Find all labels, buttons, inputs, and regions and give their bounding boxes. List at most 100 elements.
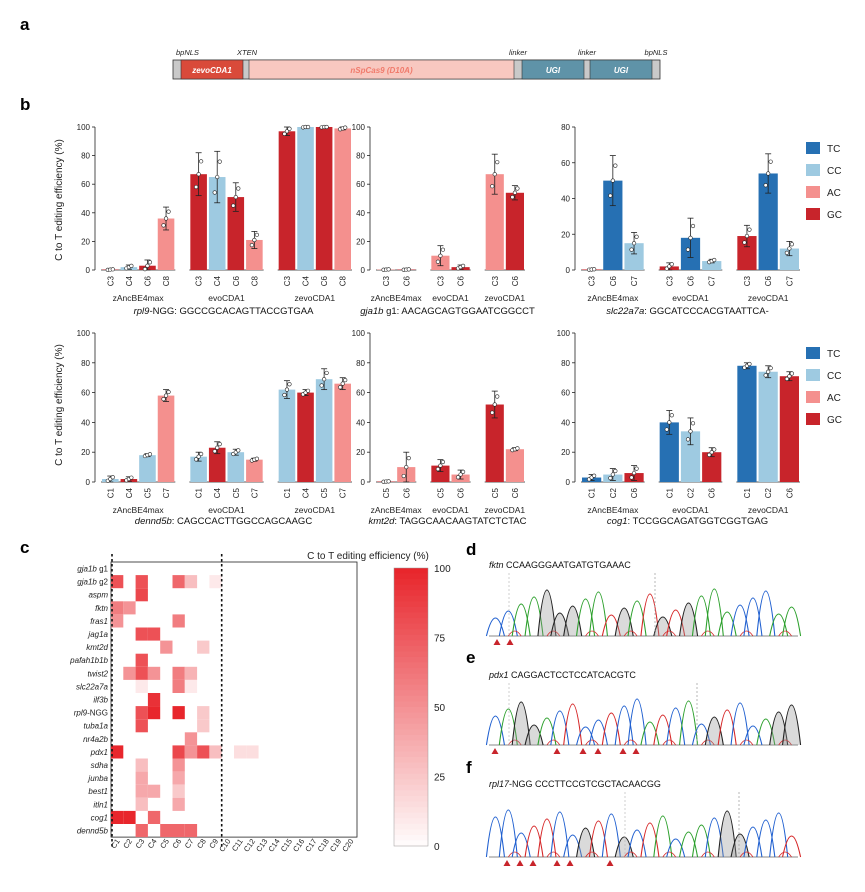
construct-diagram: zevoCDA1 nSpCas9 (D10A) UGI UGI bpNLS XTEN lin… xyxy=(172,48,667,80)
colorbar-step xyxy=(394,812,428,819)
edit-marker-triangle xyxy=(553,860,561,866)
x-tick-label: C6 xyxy=(630,487,639,498)
data-point xyxy=(763,373,768,378)
heatmap-row-label: twist2 xyxy=(88,669,109,678)
x-tick-label: C6 xyxy=(457,487,466,498)
heatmap-cell xyxy=(184,679,198,693)
construct-segment-label: UGI xyxy=(546,66,561,75)
legend-swatch xyxy=(806,142,820,154)
bar xyxy=(227,197,245,270)
trace-minor-peak xyxy=(546,739,561,746)
edit-marker-triangle xyxy=(506,639,514,645)
bar xyxy=(157,218,175,270)
x-tick-label: C3 xyxy=(283,275,292,286)
heatmap-cell xyxy=(172,679,185,693)
legend-swatch xyxy=(806,369,820,381)
trace-minor-peak xyxy=(739,851,754,858)
data-point xyxy=(592,267,597,272)
x-tick-label: C1 xyxy=(195,487,204,498)
data-point xyxy=(282,392,287,398)
trace-minor-peak xyxy=(701,851,715,858)
data-point xyxy=(490,184,495,189)
x-tick-label: C7 xyxy=(339,487,348,498)
heatmap-cell xyxy=(135,679,148,693)
heatmap-cell xyxy=(184,666,198,680)
data-point xyxy=(707,452,712,457)
data-point xyxy=(669,413,674,418)
heatmap-col-label: C17 xyxy=(303,837,318,853)
colorbar-step xyxy=(394,662,428,669)
trace-peak xyxy=(576,726,596,746)
heatmap-cell xyxy=(135,784,148,798)
bar xyxy=(603,180,623,270)
bar xyxy=(334,383,351,482)
data-point xyxy=(166,209,171,214)
data-point xyxy=(215,174,220,180)
data-point xyxy=(338,385,343,390)
heatmap-cell xyxy=(184,745,198,759)
construct-top-label: XTEN xyxy=(236,48,258,57)
y-tick-label: 0 xyxy=(86,478,91,487)
data-point xyxy=(688,235,693,240)
heatmap-cell xyxy=(123,666,136,680)
colorbar-step xyxy=(394,629,428,636)
heatmap-col-label: C14 xyxy=(266,837,281,853)
edit-marker-triangle xyxy=(553,748,561,754)
y-tick-label: 100 xyxy=(557,329,571,338)
trace-peak xyxy=(588,719,608,746)
data-point xyxy=(199,451,204,457)
y-tick-label: 0 xyxy=(566,266,571,275)
heatmap-col-label: C10 xyxy=(217,837,232,853)
data-point xyxy=(254,456,259,461)
data-point xyxy=(231,203,236,208)
panel-label-e: e xyxy=(466,648,475,667)
heatmap-row-label: nr4a2b xyxy=(83,735,108,744)
trace-minor-peak xyxy=(546,851,561,858)
x-tick-label: C7 xyxy=(250,487,259,498)
heatmap-col-label: C7 xyxy=(183,837,196,850)
y-tick-label: 60 xyxy=(356,389,365,398)
data-point xyxy=(212,190,217,195)
trace-peak xyxy=(769,613,789,637)
data-point xyxy=(166,389,171,395)
heatmap-cell xyxy=(172,824,185,838)
heatmap-cell xyxy=(197,719,210,733)
trace-peak xyxy=(537,717,557,746)
colorbar-step xyxy=(394,690,428,697)
group-label: zevoCDA1 xyxy=(748,505,789,515)
trace-peak xyxy=(614,705,634,746)
data-point xyxy=(406,267,411,272)
group-label: zevoCDA1 xyxy=(748,293,789,303)
bar xyxy=(758,173,778,270)
trace-minor-peak xyxy=(507,739,522,746)
heatmap-row-label: kmt2d xyxy=(86,643,108,652)
heatmap-row-label: fktn xyxy=(95,604,108,613)
sequence-caption: kmt2d: TAGGCAACAAGTATCTCTAC xyxy=(368,516,526,527)
colorbar-tick-label: 50 xyxy=(434,703,446,714)
data-point xyxy=(129,475,134,480)
bar xyxy=(431,465,450,482)
heatmap-cell xyxy=(135,797,148,811)
trace-minor-peak xyxy=(585,739,599,746)
heatmap-cell xyxy=(147,784,161,798)
heatmap-row-label: dennd5b xyxy=(77,827,109,836)
trace-minor-peak xyxy=(701,739,715,746)
data-point xyxy=(386,479,391,484)
x-tick-label: C4 xyxy=(302,275,311,286)
bar xyxy=(505,192,524,270)
colorbar-step xyxy=(394,623,428,630)
trace-peak xyxy=(704,588,724,637)
colorbar-step xyxy=(394,640,428,647)
x-tick-label: C4 xyxy=(213,487,222,498)
heatmap-cell xyxy=(184,732,198,746)
trace-minor-peak xyxy=(507,851,522,858)
legend-swatch xyxy=(806,347,820,359)
bar-chart: 0 20 40 60 80 100 C1 C2 C6 zAncBE4max C1 C2 C6 evoCDA… xyxy=(557,329,800,527)
x-tick-label: C7 xyxy=(708,275,717,286)
chromatograms: fktn CCAAGGGAATGATGTGAAAC pdx1 CAGGACTCCT… xyxy=(485,560,802,866)
heatmap-cell xyxy=(135,758,148,772)
heatmap-cell xyxy=(111,575,124,589)
data-point xyxy=(789,371,794,376)
data-point xyxy=(386,267,391,272)
chromatogram-caption: pdx1 CAGGACTCCTCCATCACGTC xyxy=(488,670,636,680)
